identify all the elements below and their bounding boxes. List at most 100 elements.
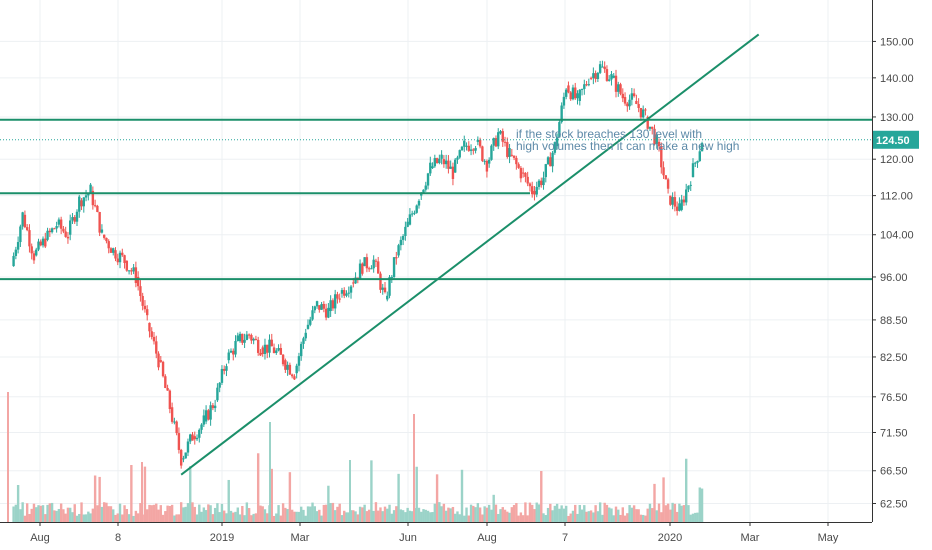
candle-body bbox=[698, 151, 701, 161]
candlestick-series bbox=[12, 60, 704, 469]
trendline[interactable] bbox=[180, 33, 760, 476]
volume-bar bbox=[75, 515, 79, 522]
candle-body bbox=[152, 336, 156, 342]
last-price-label: 124.50 bbox=[873, 130, 919, 149]
candle-body bbox=[626, 103, 629, 107]
y-tick-label: 71.50 bbox=[880, 427, 908, 439]
volume-bar bbox=[675, 511, 679, 522]
candle-body bbox=[526, 176, 529, 184]
candle-body bbox=[410, 213, 414, 215]
candle-body bbox=[465, 145, 468, 147]
candle-body bbox=[193, 436, 196, 440]
volume-spike bbox=[413, 414, 415, 522]
chart-annotation[interactable]: if the stock breaches 130 level with hig… bbox=[516, 128, 739, 152]
candle-body bbox=[544, 164, 547, 178]
volume-bar bbox=[327, 485, 330, 522]
candle-body bbox=[102, 234, 106, 238]
candle-body bbox=[250, 335, 253, 341]
volume-bar bbox=[254, 513, 258, 522]
volume-bar bbox=[134, 510, 138, 522]
x-tick-label: Mar bbox=[291, 532, 310, 544]
trendline-segment[interactable] bbox=[180, 33, 760, 476]
volume-bar bbox=[687, 505, 690, 522]
volume-bar bbox=[358, 506, 362, 522]
candle-body bbox=[44, 238, 47, 247]
volume-bar bbox=[592, 512, 595, 522]
volume-bar bbox=[540, 471, 543, 522]
volume-bar bbox=[44, 514, 47, 522]
volume-bar bbox=[28, 513, 31, 522]
candle-body bbox=[23, 214, 27, 228]
candle-body bbox=[268, 339, 271, 353]
candle-body bbox=[234, 340, 237, 355]
candle-body bbox=[401, 235, 405, 240]
volume-bar bbox=[653, 483, 656, 522]
candle-body bbox=[261, 347, 264, 355]
candle-body bbox=[655, 134, 658, 145]
volume-bar bbox=[256, 453, 260, 522]
candle-body bbox=[243, 339, 246, 343]
x-tick-label: May bbox=[818, 532, 839, 544]
candle-body bbox=[528, 183, 532, 187]
volume-bar bbox=[397, 473, 400, 522]
candle-body bbox=[392, 257, 396, 278]
volume-bar bbox=[542, 513, 545, 522]
candle-body bbox=[435, 158, 439, 164]
volume-bar bbox=[23, 515, 27, 522]
volume-bar bbox=[304, 515, 307, 522]
candle-body bbox=[651, 126, 654, 129]
candle-body bbox=[345, 293, 348, 296]
candle-body bbox=[189, 434, 192, 442]
volume-bar bbox=[263, 509, 267, 522]
candle-body bbox=[476, 139, 480, 142]
volume-bar bbox=[587, 511, 591, 522]
candle-body bbox=[254, 338, 258, 340]
volume-bar bbox=[100, 506, 104, 522]
candle-body bbox=[673, 197, 677, 207]
last-price-badge bbox=[873, 130, 919, 149]
candle-body bbox=[173, 421, 176, 423]
candle-body bbox=[381, 287, 384, 290]
volume-spike bbox=[349, 460, 351, 522]
candle-body bbox=[422, 189, 425, 193]
candle-body bbox=[669, 195, 672, 205]
x-tick-label: 8 bbox=[115, 532, 121, 544]
candle-body bbox=[186, 441, 190, 453]
time-axis[interactable]: Aug 8 2019 Mar Jun Aug 7 2020 Mar May bbox=[0, 522, 872, 544]
volume-bar bbox=[55, 510, 58, 522]
volume-bar bbox=[639, 514, 643, 522]
candle-body bbox=[225, 366, 228, 371]
volume-bar bbox=[374, 502, 378, 522]
volume-bar bbox=[345, 512, 348, 522]
horizontal-level-lines[interactable] bbox=[0, 118, 872, 281]
candle-body bbox=[263, 344, 267, 355]
candle-body bbox=[21, 212, 24, 227]
volume-bar bbox=[168, 505, 172, 522]
volume-bar bbox=[39, 505, 42, 522]
candle-body bbox=[388, 277, 391, 296]
candle-body bbox=[121, 252, 124, 256]
volume-bar bbox=[440, 506, 443, 522]
volume-bar bbox=[680, 505, 683, 522]
x-tick-label: Aug bbox=[30, 532, 50, 544]
candle-body bbox=[209, 405, 212, 420]
candle-body bbox=[136, 276, 140, 287]
candle-body bbox=[202, 415, 206, 425]
candle-body bbox=[540, 180, 543, 186]
volume-bar bbox=[381, 511, 384, 522]
candle-body bbox=[623, 97, 627, 104]
volume-bar bbox=[136, 513, 140, 522]
volume-bar bbox=[204, 510, 208, 522]
volume-bar bbox=[202, 507, 206, 522]
volume-bar bbox=[139, 503, 142, 522]
candle-body bbox=[424, 185, 427, 190]
price-axis[interactable]: 62.50 66.50 71.50 76.50 82.50 88.50 96.00 104.0… bbox=[872, 0, 914, 522]
candle-body bbox=[562, 96, 566, 106]
volume-bar bbox=[617, 509, 620, 522]
volume-bar bbox=[696, 512, 699, 522]
candle-body bbox=[524, 172, 527, 177]
volume-bar bbox=[451, 506, 455, 522]
volume-bar bbox=[116, 513, 119, 522]
volume-bar bbox=[270, 468, 273, 522]
